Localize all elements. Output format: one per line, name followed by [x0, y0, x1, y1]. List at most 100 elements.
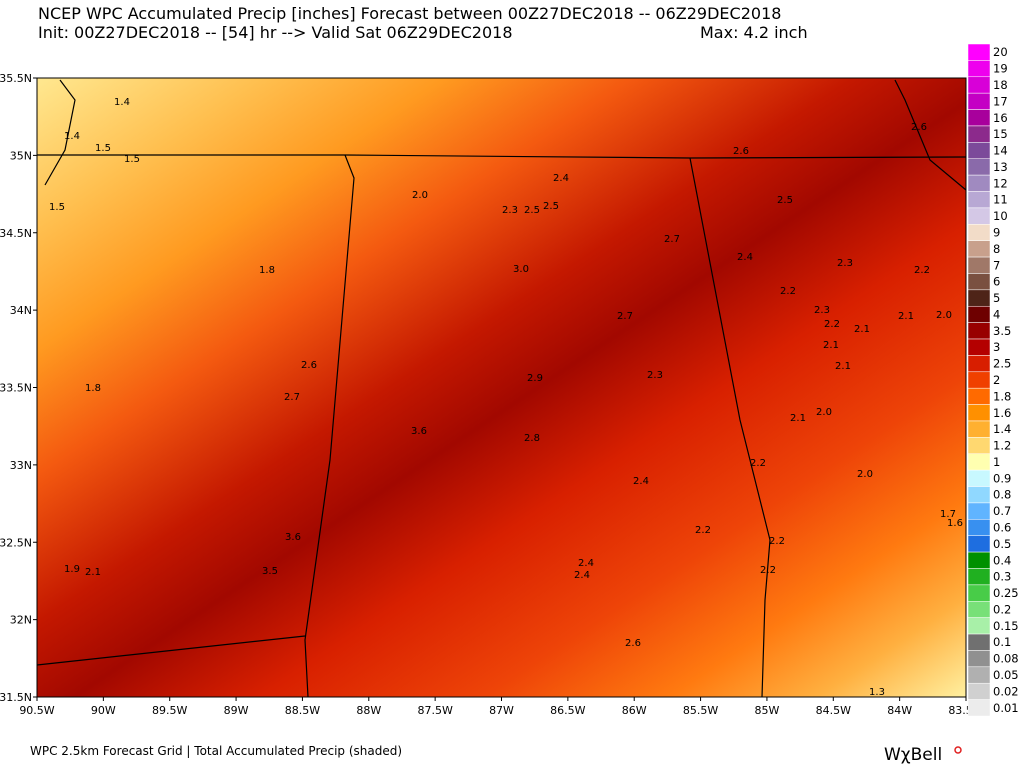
map-value: 2.2: [695, 525, 711, 536]
map-value: 2.5: [524, 205, 540, 216]
lat-label: 32.5N: [0, 536, 32, 549]
lat-label: 33N: [10, 459, 32, 472]
legend-label: 0.15: [993, 619, 1019, 633]
map-value: 1.5: [49, 202, 65, 213]
legend-swatch: [967, 43, 991, 61]
lon-label: 84W: [887, 704, 912, 717]
init-line: Init: 00Z27DEC2018 -- [54] hr --> Valid …: [38, 23, 513, 42]
map-value: 1.9: [64, 564, 80, 575]
legend-label: 17: [993, 94, 1008, 108]
legend-swatch: [967, 453, 991, 471]
map-value: 3.0: [513, 264, 529, 275]
legend-swatch: [967, 207, 991, 225]
legend-swatch: [967, 355, 991, 373]
map-value: 2.6: [911, 122, 927, 133]
lat-label: 31.5N: [0, 691, 32, 704]
legend-label: 9: [993, 225, 1000, 239]
map-value: 1.7: [940, 509, 956, 520]
lon-label: 89W: [224, 704, 249, 717]
map-value: 1.5: [95, 143, 111, 154]
map-value: 2.2: [760, 565, 776, 576]
legend-swatch: [967, 699, 991, 717]
legend-label: 0.9: [993, 471, 1011, 485]
legend-swatch: [967, 535, 991, 553]
map-value: 1.5: [124, 154, 140, 165]
legend-swatch: [967, 551, 991, 569]
legend-label: 0.7: [993, 504, 1011, 518]
map-value: 1.4: [64, 131, 80, 142]
lon-label: 85W: [754, 704, 779, 717]
map-value: 3.5: [262, 566, 278, 577]
map-value: 2.4: [578, 558, 594, 569]
legend-label: 12: [993, 176, 1008, 190]
lat-label: 34.5N: [0, 227, 32, 240]
legend-swatch: [967, 633, 991, 651]
lat-label: 35N: [10, 149, 32, 162]
map-value: 1.3: [869, 687, 885, 698]
lat-label: 33.5N: [0, 382, 32, 395]
legend-label: 18: [993, 78, 1008, 92]
lon-label: 90W: [91, 704, 116, 717]
legend-label: 1.4: [993, 422, 1011, 436]
legend-swatch: [967, 322, 991, 340]
legend-label: 19: [993, 62, 1008, 76]
legend-swatch: [967, 617, 991, 635]
legend-label: 0.4: [993, 553, 1011, 567]
lon-label: 84.5W: [816, 704, 851, 717]
lat-label: 35.5N: [0, 72, 32, 85]
footer-note: WPC 2.5km Forecast Grid | Total Accumula…: [30, 744, 402, 758]
map-value: 2.1: [790, 413, 806, 424]
lon-label: 85.5W: [683, 704, 718, 717]
map-value: 2.3: [647, 370, 663, 381]
lon-label: 89.5W: [152, 704, 187, 717]
map-value: 2.1: [854, 324, 870, 335]
map-value: 2.6: [733, 146, 749, 157]
legend-label: 10: [993, 209, 1008, 223]
map-value: 2.1: [898, 311, 914, 322]
map-value: 3.6: [411, 426, 427, 437]
map-value: 1.8: [85, 383, 101, 394]
legend-swatch: [967, 305, 991, 323]
map-value: 1.4: [114, 97, 130, 108]
legend-swatch: [967, 158, 991, 176]
legend-label: 13: [993, 160, 1008, 174]
la-border: [36, 635, 306, 666]
map-value: 2.6: [301, 360, 317, 371]
legend-label: 0.8: [993, 488, 1011, 502]
legend-swatch: [967, 601, 991, 618]
map-area: [36, 77, 967, 698]
legend-label: 0.3: [993, 570, 1011, 584]
legend-label: 0.05: [993, 668, 1019, 682]
map-value: 2.7: [617, 311, 633, 322]
legend-swatch: [967, 273, 991, 291]
map-value: 2.1: [85, 567, 101, 578]
max-value: Max: 4.2 inch: [700, 23, 808, 42]
map-value: 2.2: [914, 265, 930, 276]
map-value: 2.8: [524, 433, 540, 444]
map-value: 2.4: [633, 476, 649, 487]
legend-swatch: [967, 92, 991, 110]
legend-swatch: [967, 142, 991, 159]
legend-label: 0.5: [993, 537, 1011, 551]
map-value: 2.1: [823, 340, 839, 351]
legend-swatch: [967, 584, 991, 602]
nc-border: [894, 79, 967, 191]
map-value: 2.7: [284, 392, 300, 403]
map-value: 2.6: [625, 638, 641, 649]
river: [44, 79, 76, 186]
legend-label: 0.25: [993, 586, 1019, 600]
lon-label: 88W: [356, 704, 381, 717]
legend-swatch: [967, 519, 991, 536]
legend-label: 3: [993, 340, 1000, 354]
map-value: 2.5: [543, 201, 559, 212]
legend-swatch: [967, 666, 991, 684]
lon-label: 86W: [622, 704, 647, 717]
legend-swatch: [967, 109, 991, 127]
legend-label: 1.6: [993, 406, 1011, 420]
state-borders: [36, 79, 967, 698]
legend-label: 2: [993, 373, 1000, 387]
precip-field: [37, 78, 966, 697]
tn-border: [37, 154, 967, 159]
lon-label: 87.5W: [417, 704, 452, 717]
